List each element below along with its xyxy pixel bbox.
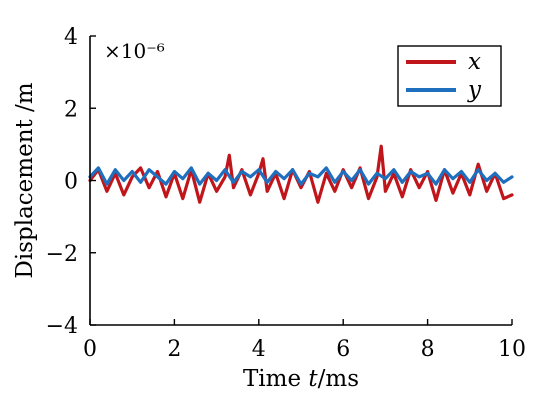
x-tick-label: 10	[498, 337, 526, 362]
y-tick-label: −2	[46, 242, 78, 267]
y-tick-label: 2	[64, 97, 78, 122]
x-tick-label: 8	[421, 337, 435, 362]
plot-area	[88, 144, 514, 204]
y-tick-label: 0	[64, 170, 78, 195]
y-multiplier-label: ×10⁻⁶	[104, 39, 165, 63]
legend-box	[397, 45, 502, 107]
series-line-y	[88, 166, 514, 186]
legend-label-y: y	[467, 77, 482, 103]
x-tick-label: 6	[336, 337, 350, 362]
y-tick-label: 4	[64, 25, 78, 50]
axes: 0 2 4 6 8 10 −4 −2 0 2 4 ×10⁻⁶ Time t/ms Displacement…	[12, 25, 526, 392]
x-tick-label: 2	[167, 337, 181, 362]
x-tick-label: 0	[83, 337, 97, 362]
y-tick-label: −4	[46, 314, 78, 339]
x-axis-label: Time t/ms	[243, 366, 359, 392]
x-tick-label: 4	[252, 337, 266, 362]
legend: xy	[397, 45, 502, 107]
y-axis-label: Displacement /m	[12, 82, 38, 278]
legend-label-x: x	[468, 49, 481, 75]
